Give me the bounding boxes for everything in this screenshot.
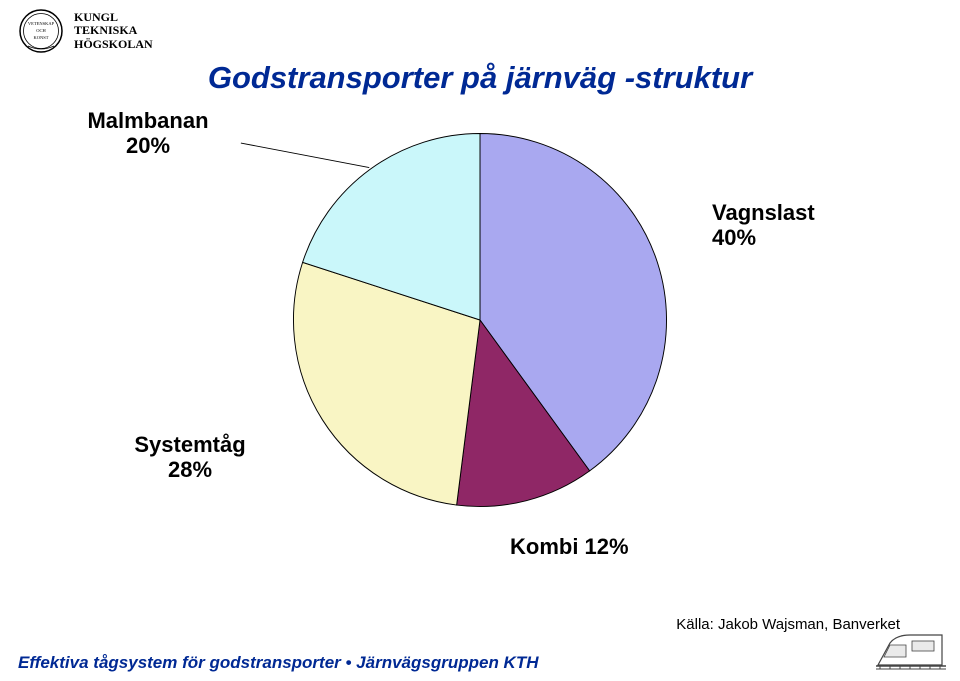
label-malmbanan-name: Malmbanan — [87, 108, 208, 133]
pie-chart — [250, 100, 710, 540]
source-line: Källa: Jakob Wajsman, Banverket — [676, 616, 900, 633]
org-line-2: TEKNISKA — [74, 24, 153, 37]
svg-text:OCH: OCH — [36, 28, 46, 33]
label-vagnslast-pct: 40% — [712, 225, 756, 250]
svg-text:VETENSKAP: VETENSKAP — [28, 21, 55, 26]
org-line-3: HÖGSKOLAN — [74, 38, 153, 51]
label-vagnslast: Vagnslast 40% — [712, 200, 852, 251]
leader-line-malmbanan — [241, 143, 369, 168]
label-systemtag-pct: 28% — [168, 457, 212, 482]
train-icon — [876, 629, 946, 673]
kth-org-text: KUNGL TEKNISKA HÖGSKOLAN — [74, 11, 153, 51]
label-systemtag-name: Systemtåg — [134, 432, 245, 457]
kth-logo-block: VETENSKAP OCH KONST KUNGL TEKNISKA HÖGSK… — [18, 8, 153, 54]
kth-crest-icon: VETENSKAP OCH KONST — [18, 8, 64, 54]
label-malmbanan-pct: 20% — [126, 133, 170, 158]
label-kombi: Kombi 12% — [510, 534, 670, 559]
label-malmbanan: Malmbanan 20% — [78, 108, 218, 159]
label-systemtag: Systemtåg 28% — [120, 432, 260, 483]
svg-text:KONST: KONST — [33, 35, 48, 40]
label-kombi-text: Kombi 12% — [510, 534, 629, 559]
slide-title: Godstransporter på järnväg -struktur — [0, 60, 960, 96]
slide: VETENSKAP OCH KONST KUNGL TEKNISKA HÖGSK… — [0, 0, 960, 681]
slide-footer: Effektiva tågsystem för godstransporter … — [18, 653, 538, 673]
label-vagnslast-name: Vagnslast — [712, 200, 815, 225]
